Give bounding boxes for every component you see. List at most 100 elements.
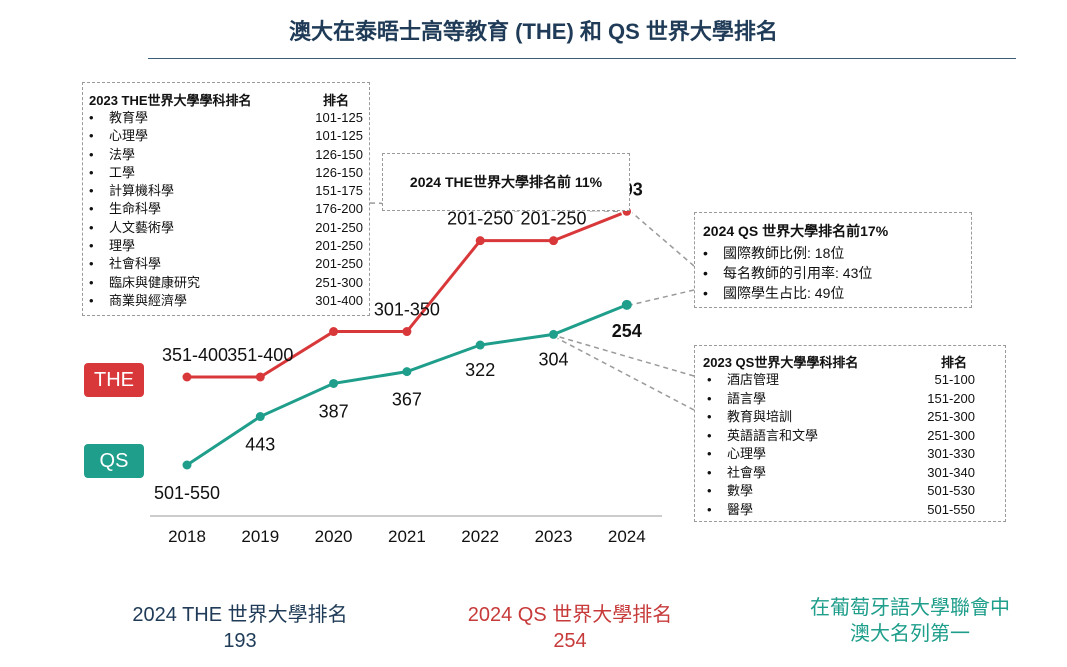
x-tick-label: 2023 — [535, 527, 573, 546]
list-item: 商業與經濟學 301-400 — [89, 292, 363, 310]
x-tick-label: 2020 — [315, 527, 353, 546]
data-label: 387 — [319, 401, 349, 421]
list-item-name: 理學 — [89, 237, 135, 255]
list-item: 酒店管理 51-100 — [703, 371, 975, 390]
list-item-name: 心理學 — [89, 127, 148, 145]
list-item-rank: 151-200 — [927, 390, 975, 406]
list-item-name: 計算機科學 — [89, 182, 174, 200]
footer-qs: 2024 QS 世界大學排名 254 — [420, 602, 720, 654]
qs-overall-item: 每名教師的引用率: 43位 — [703, 263, 963, 283]
qs-subject-ranking-box: 2023 QS世界大學學科排名 排名 酒店管理 51-100 語言學 151-200 教… — [694, 345, 1006, 522]
list-item-rank: 126-150 — [315, 146, 363, 162]
list-item: 法學 126-150 — [89, 146, 363, 164]
data-point — [549, 236, 558, 246]
x-tick-label: 2022 — [461, 527, 499, 546]
data-point — [329, 327, 339, 337]
list-item: 英語語言和文學 251-300 — [703, 427, 975, 446]
data-point — [402, 327, 412, 337]
list-item: 教育與培訓 251-300 — [703, 408, 975, 427]
list-item-name: 教育與培訓 — [703, 408, 792, 427]
data-label: 501-550 — [154, 483, 220, 503]
leader-qs-overall — [630, 210, 695, 267]
data-label: 351-400 — [227, 345, 293, 365]
list-item: 心理學 101-125 — [89, 127, 363, 145]
legend-the: THE — [84, 363, 144, 397]
footer-the-line1: 2024 THE 世界大學排名 — [132, 604, 348, 626]
list-item-rank: 251-300 — [315, 274, 363, 290]
qs-subject-list: 酒店管理 51-100 語言學 151-200 教育與培訓 251-300 英語語言和文學 2… — [703, 371, 975, 519]
x-tick-label: 2018 — [168, 527, 206, 546]
footer-the-line2: 193 — [223, 630, 257, 652]
qs-overall-item: 國際教師比例: 18位 — [703, 243, 963, 263]
list-item: 醫學 501-550 — [703, 501, 975, 520]
list-item-rank: 251-300 — [927, 427, 975, 443]
data-label: 254 — [612, 321, 642, 341]
list-item-rank: 151-175 — [315, 183, 363, 199]
legend-qs: QS — [84, 444, 144, 478]
data-point — [621, 299, 632, 310]
list-item-rank: 251-300 — [927, 409, 975, 424]
series-qs: 501-550 443 387 367 322 304 254 — [154, 299, 642, 503]
data-label: 322 — [465, 360, 495, 380]
list-item: 計算機科學 151-175 — [89, 182, 363, 200]
the-subject-header-rank: 排名 — [322, 93, 349, 108]
list-item-rank: 301-400 — [315, 292, 363, 308]
data-label: 304 — [538, 349, 568, 369]
list-item-rank: 101-125 — [315, 110, 363, 125]
list-item: 社會科學 201-250 — [89, 255, 363, 273]
list-item-name: 商業與經濟學 — [89, 292, 187, 310]
list-item-name: 酒店管理 — [703, 371, 779, 390]
title-divider — [148, 58, 1016, 59]
the-subject-header-name: 2023 THE世界大學學科排名 — [89, 93, 252, 108]
list-item-name: 教育學 — [89, 109, 148, 127]
data-label: 201-250 — [520, 209, 586, 229]
data-label: 443 — [245, 435, 275, 455]
list-item-name: 語言學 — [703, 390, 766, 409]
the-top-percent-text: 2024 THE世界大學排名前 11% — [409, 174, 603, 190]
list-item-rank: 126-150 — [315, 164, 363, 180]
list-item: 社會學 301-340 — [703, 464, 975, 483]
list-item-name: 工學 — [89, 164, 135, 182]
list-item-rank: 501-550 — [927, 501, 975, 517]
footer-pu-line2: 澳大名列第一 — [850, 623, 970, 645]
the-subject-list: 教育學 101-125 心理學 101-125 法學 126-150 工學 126-150 計算… — [89, 109, 363, 310]
list-item: 數學 501-530 — [703, 482, 975, 501]
the-subject-ranking-box: 2023 THE世界大學學科排名 排名 教育學 101-125 心理學 101-125… — [82, 82, 370, 316]
qs-overall-list: 國際教師比例: 18位每名教師的引用率: 43位國際學生占比: 49位 — [703, 243, 963, 303]
list-item: 心理學 301-330 — [703, 445, 975, 464]
footer-the: 2024 THE 世界大學排名 193 — [90, 602, 390, 654]
list-item: 理學 201-250 — [89, 237, 363, 255]
leader-qs-overall-2 — [630, 289, 695, 306]
list-item-name: 人文藝術學 — [89, 219, 174, 237]
data-point — [182, 460, 192, 470]
x-axis-ticks: 2018 2019 2020 2021 2022 2023 2024 — [168, 527, 646, 546]
list-item-name: 醫學 — [703, 501, 753, 520]
list-item: 教育學 101-125 — [89, 109, 363, 127]
list-item-name: 臨床與健康研究 — [89, 274, 200, 292]
list-item-rank: 301-340 — [927, 464, 975, 480]
footer-qs-line2: 254 — [553, 630, 587, 652]
data-label: 201-250 — [447, 209, 513, 229]
x-tick-label: 2024 — [608, 527, 646, 546]
the-top-percent-callout: 2024 THE世界大學排名前 11% — [382, 153, 630, 211]
list-item-name: 社會科學 — [89, 255, 161, 273]
qs-overall-item: 國際學生占比: 49位 — [703, 283, 963, 303]
x-tick-label: 2021 — [388, 527, 426, 546]
data-label: 351-400 — [162, 345, 228, 365]
list-item: 語言學 151-200 — [703, 390, 975, 409]
footer-qs-line1: 2024 QS 世界大學排名 — [467, 604, 673, 626]
qs-overall-box: 2024 QS 世界大學排名前17% 國際教師比例: 18位每名教師的引用率: … — [694, 212, 972, 308]
footer-pu: 在葡萄牙語大學聯會中 澳大名列第一 — [760, 595, 1060, 647]
data-point — [329, 378, 339, 388]
data-point — [475, 236, 485, 246]
list-item: 工學 126-150 — [89, 164, 363, 182]
list-item-rank: 51-100 — [934, 372, 975, 387]
list-item-name: 心理學 — [703, 445, 766, 464]
list-item-name: 社會學 — [703, 464, 766, 483]
qs-subject-header-rank: 排名 — [940, 355, 967, 370]
list-item: 生命科學 176-200 — [89, 200, 363, 218]
list-item-name: 生命科學 — [89, 200, 161, 218]
list-item-name: 英語語言和文學 — [703, 427, 818, 446]
list-item-name: 數學 — [703, 482, 753, 501]
footer-pu-line1: 在葡萄牙語大學聯會中 — [810, 597, 1010, 619]
